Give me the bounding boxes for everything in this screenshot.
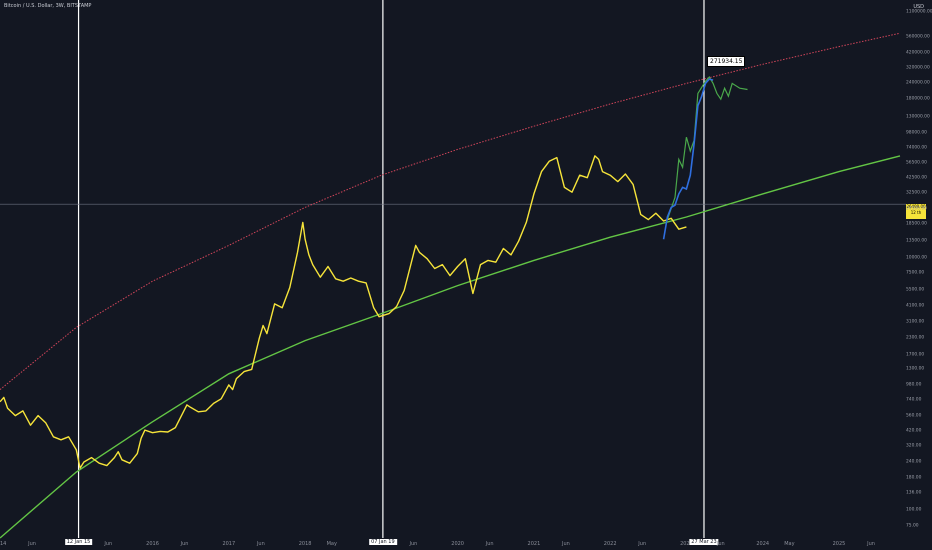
x-tick-label: Jun	[104, 541, 113, 547]
x-tick-label: May	[326, 541, 337, 547]
resistance-curve	[0, 32, 901, 390]
y-tick-label: 240.00	[906, 459, 922, 465]
x-tick-label: Jun	[180, 541, 189, 547]
y-tick-label: 18500.00	[906, 221, 927, 227]
x-tick-label: 2023	[680, 541, 693, 547]
y-tick-label: 13500.00	[906, 238, 927, 244]
y-tick-label: 75.00	[906, 523, 919, 529]
y-tick-label: 420000.00	[906, 50, 930, 56]
y-tick-label: 320000.00	[906, 65, 930, 71]
x-tick-label: 2017	[222, 541, 236, 547]
y-tick-label: 1700.00	[906, 352, 925, 358]
x-tick-label: 2021	[527, 541, 541, 547]
y-tick-label: 560000.00	[906, 34, 930, 40]
y-tick-label: 240000.00	[906, 80, 930, 86]
y-tick-label: 10000.00	[906, 255, 927, 261]
x-tick-label: Jun	[867, 541, 875, 547]
y-tick-label: 74000.00	[906, 145, 927, 151]
y-tick-label: 180.00	[906, 475, 922, 481]
peak-price-label: 271934.15	[707, 56, 746, 67]
y-tick-label: 180000.00	[906, 96, 930, 102]
x-tick-label: 2016	[146, 541, 159, 547]
x-tick-label: Jun	[638, 541, 647, 547]
x-tick-label: 2014	[0, 541, 7, 547]
y-tick-label: 24500.00	[906, 206, 927, 211]
x-tick-label: 2020	[451, 541, 464, 547]
x-tick-label: May	[784, 541, 795, 547]
y-tick-label: 1300.00	[906, 366, 925, 372]
y-tick-label: 3100.00	[906, 319, 925, 325]
y-tick-label: 2300.00	[906, 335, 925, 341]
x-tick-label: 2018	[298, 541, 312, 547]
projection-green-line	[666, 75, 748, 220]
x-tick-label: 2025	[832, 541, 846, 547]
y-tick-label: 130000.00	[906, 114, 930, 120]
y-tick-label: 420.00	[906, 428, 922, 434]
support-curve	[0, 155, 901, 539]
x-tick-label: Jun	[562, 541, 570, 547]
x-tick-label: 2024	[756, 541, 770, 547]
current-price-value: 26499.00	[906, 204, 926, 209]
current-price-tag[interactable]: 26499.00 12 th	[906, 204, 926, 219]
x-tick-label: Jun	[485, 541, 494, 547]
price-series-line	[0, 155, 687, 469]
axis-unit-label: USD	[913, 4, 924, 10]
x-tick-label: Jun	[256, 541, 265, 547]
y-tick-label: 4100.00	[906, 303, 925, 309]
y-tick-label: 320.00	[906, 443, 922, 449]
y-tick-label: 98000.00	[906, 130, 927, 136]
y-tick-label: 1100000.00	[906, 9, 932, 15]
x-tick-label: 2022	[603, 541, 617, 547]
projection-blue-line	[662, 78, 714, 240]
y-tick-label: 42500.00	[906, 175, 927, 181]
y-tick-label: 136.00	[906, 490, 922, 496]
y-tick-label: 5500.00	[906, 287, 925, 293]
x-tick-label: Jun	[409, 541, 418, 547]
x-tick-label: 07 Jan 19	[369, 539, 397, 545]
x-tick-label: Jun	[716, 541, 725, 547]
y-tick-label: 56500.00	[906, 160, 927, 166]
current-price-time: 12 th	[910, 210, 922, 215]
x-tick-label: 27 Mar 23	[689, 539, 719, 545]
y-tick-label: 100.00	[906, 507, 922, 513]
y-tick-label: 980.00	[906, 382, 922, 388]
y-tick-label: 32500.00	[906, 190, 927, 196]
x-tick-label: 12 Jan 15	[64, 539, 93, 545]
y-tick-label: 7500.00	[906, 270, 925, 276]
y-tick-label: 560.00	[906, 413, 922, 419]
x-tick-label: Jun	[28, 541, 36, 547]
chart-title: Bitcoin / U.S. Dollar, 3W, BITSTAMP	[4, 3, 92, 9]
y-tick-label: 740.00	[906, 397, 922, 403]
